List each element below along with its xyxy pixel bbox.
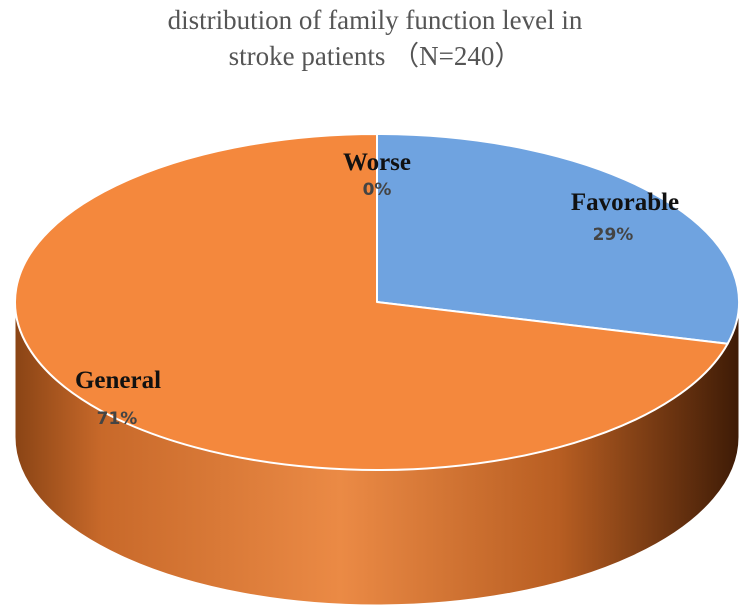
slice-label-favorable: Favorable	[571, 189, 679, 216]
chart-title: distribution of family function level in…	[0, 2, 750, 74]
slice-percent-worse: 0%	[363, 180, 392, 200]
chart-title-line-1: distribution of family function level in	[167, 5, 583, 35]
chart-title-line-2: stroke patients （N=240）	[228, 41, 522, 71]
slice-label-worse: Worse	[343, 149, 411, 176]
slice-percent-favorable: 29%	[593, 225, 634, 245]
pie-top-face	[14, 133, 740, 471]
slice-label-general: General	[75, 367, 161, 394]
pie-slice-general	[14, 133, 729, 471]
pie-slice-favorable	[376, 133, 740, 345]
slice-percent-general: 71%	[97, 409, 138, 429]
